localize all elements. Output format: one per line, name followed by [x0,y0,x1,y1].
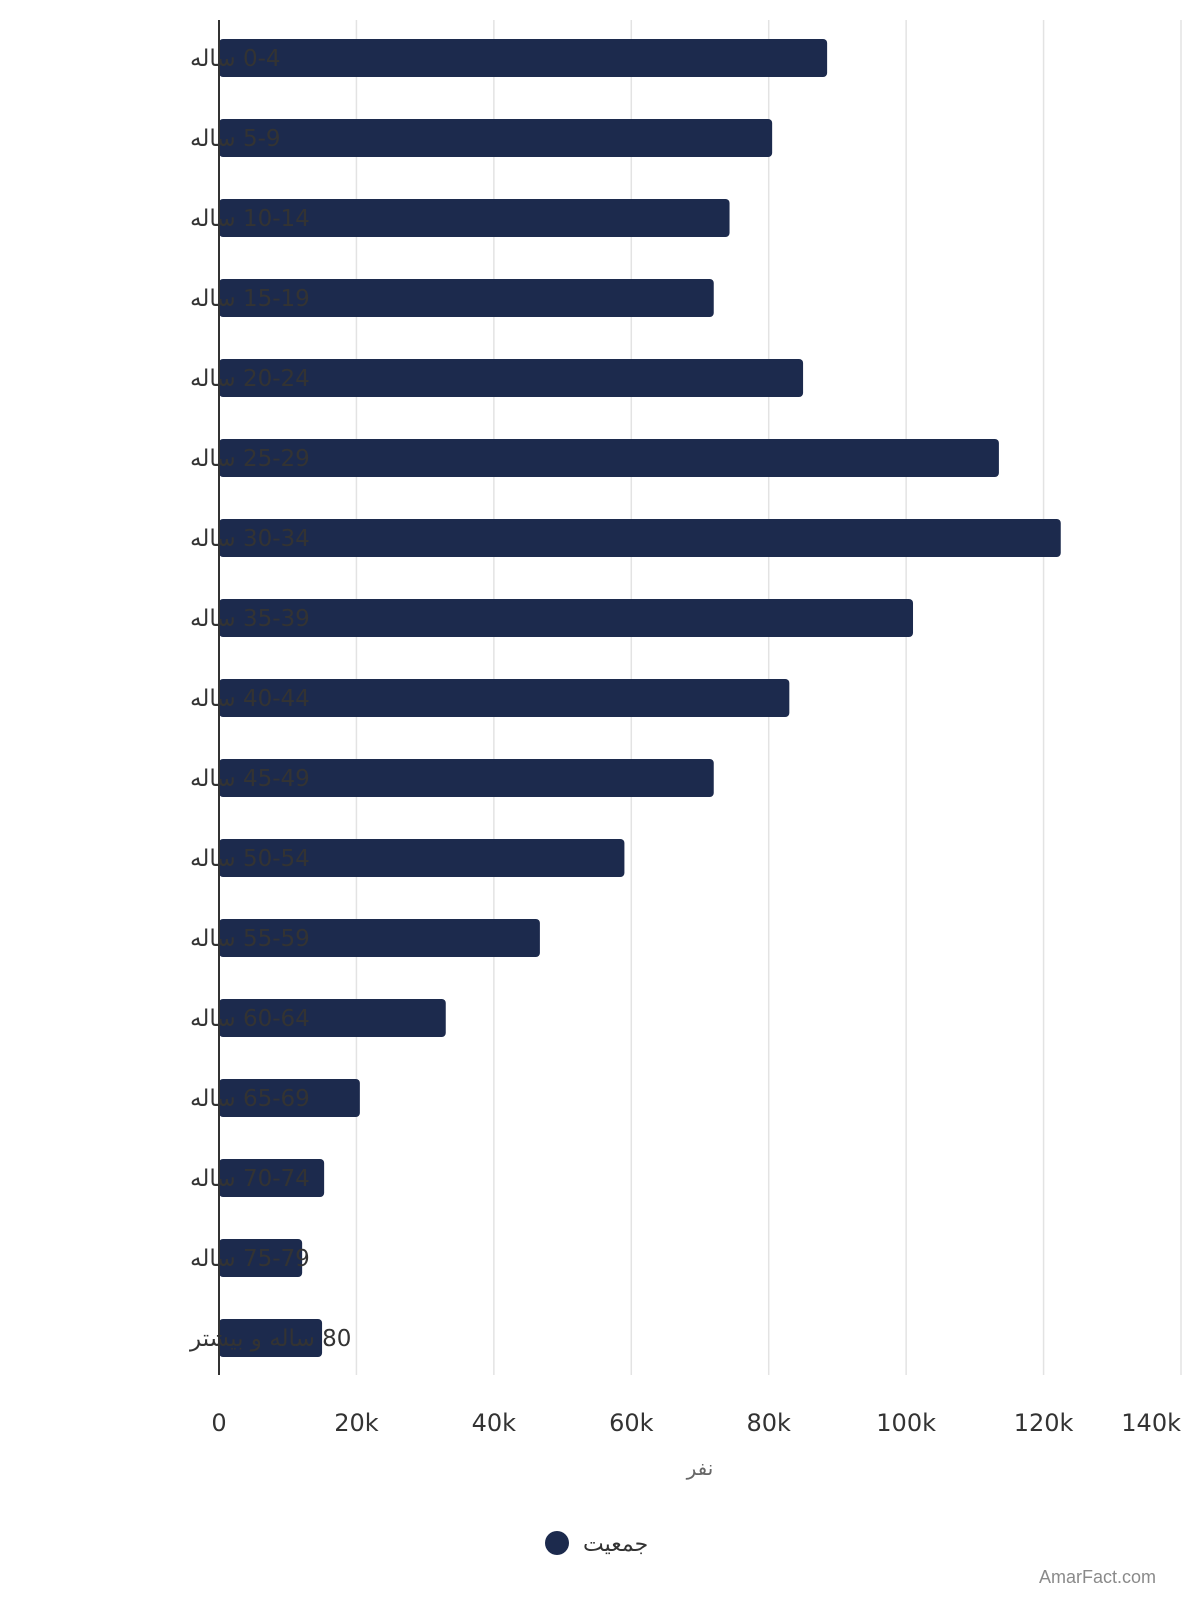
bar[interactable] [219,519,1061,557]
category-label: 10-14 ساله [190,206,310,232]
x-tick-label: 0 [211,1409,226,1437]
bar[interactable] [219,599,914,637]
category-label: 60-64 ساله [190,1006,310,1032]
bar[interactable] [219,999,446,1037]
bar[interactable] [219,1079,360,1117]
bar[interactable] [219,119,773,157]
x-tick-label: 60k [609,1409,654,1437]
bar[interactable] [219,279,714,317]
legend-label: جمعیت [583,1532,648,1557]
category-label: 65-69 ساله [190,1086,310,1112]
legend[interactable]: جمعیت [545,1531,648,1557]
x-tick-label: 120k [1014,1409,1074,1437]
category-label: 35-39 ساله [190,606,310,632]
x-tick-labels: 0 20k 40k 60k 80k 100k 120k 140k [211,1409,1181,1437]
bar[interactable] [219,839,625,877]
category-label: 55-59 ساله [190,926,310,952]
category-label: 80 ساله و بیشتر [189,1326,351,1352]
category-label: 40-44 ساله [190,686,310,712]
x-axis-title: نفر [686,1456,714,1480]
bar[interactable] [219,1239,303,1277]
x-tick-label: 100k [876,1409,936,1437]
x-tick-label: 40k [472,1409,517,1437]
category-label: 30-34 ساله [190,526,310,552]
category-label: 15-19 ساله [190,286,310,312]
category-label: 75-79 ساله [190,1246,310,1272]
bar[interactable] [219,919,540,957]
category-label: 70-74 ساله [190,1166,310,1192]
category-labels: 0-4 ساله 5-9 ساله 10-14 ساله 15-19 ساله 20-2… [189,46,351,1352]
bar[interactable] [219,199,730,237]
bar[interactable] [219,759,714,797]
category-label: 45-49 ساله [190,766,310,792]
category-label: 0-4 ساله [190,46,281,72]
bar[interactable] [219,679,790,717]
bar[interactable] [219,39,828,77]
bar[interactable] [219,1159,325,1197]
category-label: 5-9 ساله [190,126,281,152]
category-label: 20-24 ساله [190,366,310,392]
x-tick-label: 20k [334,1409,379,1437]
x-tick-label: 140k [1121,1409,1181,1437]
bar[interactable] [219,1319,323,1357]
category-label: 50-54 ساله [190,846,310,872]
legend-marker [545,1531,569,1555]
bar[interactable] [219,359,804,397]
bar[interactable] [219,439,999,477]
x-tick-label: 80k [746,1409,791,1437]
category-label: 25-29 ساله [190,446,310,472]
credit-text: AmarFact.com [1038,1567,1156,1587]
bars [219,39,1061,1357]
